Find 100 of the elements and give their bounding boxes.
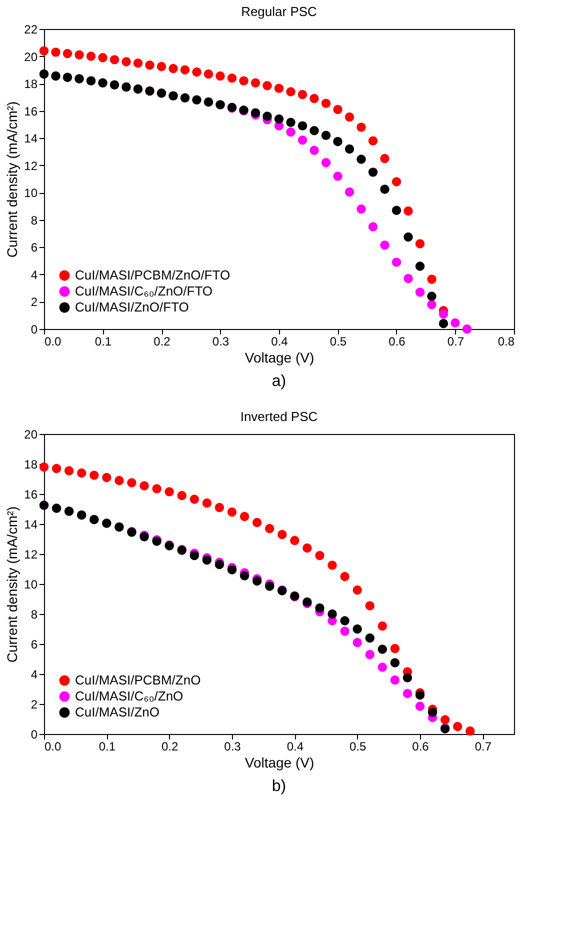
point: [378, 662, 388, 672]
point: [365, 601, 374, 610]
x-tick-label: 0.7: [474, 740, 492, 754]
point: [290, 536, 300, 546]
x-tick-label: 0.0: [44, 740, 62, 754]
chart-title: Inverted PSC: [240, 409, 318, 424]
y-tick-label: 22: [24, 22, 38, 36]
point: [114, 476, 124, 486]
point: [102, 472, 112, 482]
point: [140, 481, 149, 490]
y-tick-label: 0: [30, 728, 38, 742]
point: [264, 582, 274, 591]
y-tick-label: 20: [24, 50, 38, 64]
x-tick-label: 0.3: [212, 334, 230, 348]
legend-label: CuI/MASI/PCBM/ZnO: [75, 672, 201, 688]
y-tick-label: 10: [24, 186, 38, 200]
point: [365, 650, 374, 660]
point: [440, 715, 450, 724]
point: [190, 494, 200, 504]
point: [340, 572, 350, 582]
point: [402, 688, 412, 698]
point: [415, 690, 425, 700]
point: [214, 502, 224, 512]
x-tick-label: 0.1: [94, 334, 112, 348]
point: [202, 555, 212, 565]
point: [164, 487, 174, 496]
x-tick-label: 0.6: [388, 334, 406, 348]
x-tick-label: 0.2: [161, 740, 178, 754]
point: [390, 644, 400, 654]
point: [340, 626, 350, 636]
point: [466, 726, 475, 736]
point: [315, 550, 324, 560]
point: [390, 675, 400, 685]
legend-label: CuI/MASI/C₆₀/ZnO/FTO: [75, 284, 213, 298]
point: [252, 518, 262, 528]
point: [278, 530, 287, 540]
y-tick-label: 14: [24, 518, 38, 532]
y-tick-label: 4: [30, 268, 38, 282]
point: [352, 585, 362, 595]
point: [39, 462, 49, 472]
legend-label: CuI/MASI/PCBM/ZnO/FTO: [75, 268, 230, 282]
point: [52, 464, 62, 474]
x-tick-label: 0.2: [154, 334, 171, 348]
point: [127, 478, 136, 488]
point: [190, 550, 200, 560]
point: [328, 609, 337, 619]
point: [227, 565, 237, 574]
y-tick-label: 18: [24, 458, 38, 472]
legend-label: CuI/MASI/ZnO/FTO: [75, 300, 189, 314]
y-tick-label: 0: [30, 322, 38, 336]
point: [64, 466, 74, 476]
y-axis-title: Current density (mA/cm²): [4, 101, 20, 258]
y-tick-label: 12: [24, 548, 38, 562]
x-tick-label: 0.1: [98, 740, 116, 754]
y-tick-label: 16: [24, 104, 38, 118]
y-axis-title: Current density (mA/cm²): [4, 506, 20, 663]
point: [328, 560, 337, 570]
text: a): [272, 373, 286, 390]
point: [315, 603, 324, 613]
point: [428, 708, 438, 717]
y-tick-label: 2: [30, 295, 38, 310]
y-tick-label: 16: [24, 488, 38, 502]
x-tick-label: 0.4: [271, 334, 288, 348]
point: [227, 507, 237, 517]
point: [264, 524, 274, 534]
x-tick-label: 0.7: [447, 334, 464, 348]
x-tick-label: 0.0: [44, 334, 62, 348]
y-tick-label: 2: [30, 698, 38, 712]
legend-label: CuI/MASI/C₆₀/ZnO: [75, 688, 184, 704]
point: [240, 512, 250, 522]
point: [214, 560, 224, 570]
point: [365, 633, 374, 643]
point: [415, 702, 425, 711]
legend-label: CuI/MASI/ZnO: [75, 704, 160, 720]
y-tick-label: 8: [30, 608, 38, 622]
y-tick-label: 20: [24, 428, 38, 442]
y-tick-label: 6: [30, 638, 38, 652]
point: [76, 468, 86, 478]
point: [352, 638, 362, 648]
x-axis-title: Voltage (V): [244, 754, 314, 770]
y-tick-label: 18: [24, 77, 38, 92]
point: [340, 616, 350, 626]
text: b): [272, 778, 286, 795]
point: [390, 658, 400, 668]
x-tick-label: 0.5: [330, 334, 347, 348]
x-axis-title: Voltage (V): [244, 350, 314, 366]
x-tick-label: 0.3: [224, 740, 242, 754]
x-tick-label: 0.5: [349, 740, 366, 754]
point: [177, 490, 186, 500]
chart-title: Regular PSC: [241, 4, 317, 19]
point: [240, 571, 250, 580]
point: [378, 644, 388, 654]
y-tick-label: 8: [30, 213, 38, 228]
y-tick-label: 12: [24, 158, 38, 173]
x-tick-label: 0.4: [286, 740, 304, 754]
point: [252, 576, 262, 586]
point: [90, 470, 99, 480]
point: [352, 624, 362, 634]
point: [302, 543, 312, 553]
y-tick-label: 14: [24, 132, 38, 146]
